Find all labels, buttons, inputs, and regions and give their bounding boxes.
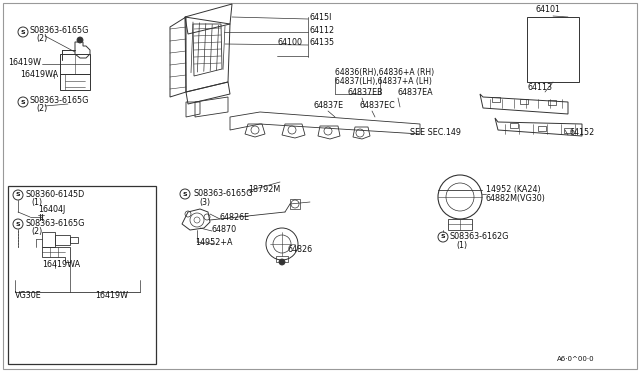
Text: 64101: 64101 xyxy=(536,5,561,14)
Text: 64112: 64112 xyxy=(310,26,335,35)
Text: VG30E: VG30E xyxy=(15,291,42,300)
Text: 64135: 64135 xyxy=(310,38,335,47)
Text: S08363-6165G: S08363-6165G xyxy=(30,96,90,105)
Text: 64837EA: 64837EA xyxy=(398,88,434,97)
Text: (1): (1) xyxy=(31,198,42,207)
Text: (2): (2) xyxy=(36,34,47,43)
Text: 64100: 64100 xyxy=(277,38,302,47)
Text: 64836(RH),64836+A (RH): 64836(RH),64836+A (RH) xyxy=(335,68,434,77)
Text: (1): (1) xyxy=(456,241,467,250)
Text: 18792M: 18792M xyxy=(248,185,280,194)
Text: 64837EB: 64837EB xyxy=(348,88,383,97)
Circle shape xyxy=(77,37,83,43)
Text: S: S xyxy=(16,221,20,227)
Text: A6·0^00·0: A6·0^00·0 xyxy=(557,356,595,362)
Bar xyxy=(564,128,572,133)
Text: (2): (2) xyxy=(31,227,42,236)
Text: S: S xyxy=(20,99,26,105)
Text: 64113: 64113 xyxy=(527,83,552,92)
Text: S08363-6165G: S08363-6165G xyxy=(193,189,252,198)
Bar xyxy=(527,17,579,82)
Bar xyxy=(70,237,78,243)
Text: 16419W: 16419W xyxy=(95,291,128,300)
Bar xyxy=(492,97,500,102)
Text: S: S xyxy=(441,234,445,240)
Text: 64826: 64826 xyxy=(288,245,313,254)
Text: 64837EC: 64837EC xyxy=(360,101,396,110)
Text: S08363-6165G: S08363-6165G xyxy=(30,26,90,35)
Text: S08363-6162G: S08363-6162G xyxy=(450,232,509,241)
Text: S08363-6165G: S08363-6165G xyxy=(25,219,84,228)
Bar xyxy=(276,256,288,262)
Text: 16404J: 16404J xyxy=(38,205,65,214)
Text: 64826E: 64826E xyxy=(220,213,250,222)
Bar xyxy=(290,199,300,209)
Text: 16419W: 16419W xyxy=(8,58,41,67)
Text: S: S xyxy=(20,29,26,35)
Text: 64882M(VG30): 64882M(VG30) xyxy=(486,194,546,203)
Text: (2): (2) xyxy=(36,104,47,113)
Bar xyxy=(55,235,70,245)
Text: 14952+A: 14952+A xyxy=(195,238,232,247)
Circle shape xyxy=(279,259,285,265)
Text: S: S xyxy=(16,192,20,198)
Text: S08360-6145D: S08360-6145D xyxy=(25,190,84,199)
Bar xyxy=(8,186,156,364)
Text: 16419WA: 16419WA xyxy=(20,70,58,79)
Bar xyxy=(548,100,556,105)
Text: S: S xyxy=(182,192,188,196)
Bar xyxy=(520,99,528,104)
Text: 6415I: 6415I xyxy=(310,13,332,22)
Text: (3): (3) xyxy=(199,198,210,207)
Text: SEE SEC.149: SEE SEC.149 xyxy=(410,128,461,137)
Text: 14952 (KA24): 14952 (KA24) xyxy=(486,185,541,194)
Bar xyxy=(510,123,518,128)
Text: 64837(LH),64837+A (LH): 64837(LH),64837+A (LH) xyxy=(335,77,432,86)
Text: 16419WA: 16419WA xyxy=(42,260,80,269)
Text: 64837E: 64837E xyxy=(313,101,343,110)
Text: 64870: 64870 xyxy=(212,225,237,234)
Bar xyxy=(538,126,546,131)
Text: 64152: 64152 xyxy=(570,128,595,137)
